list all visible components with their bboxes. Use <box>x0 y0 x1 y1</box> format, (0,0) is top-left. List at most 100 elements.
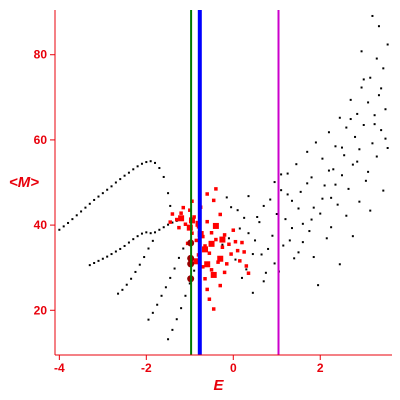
chart-axes: -4 -2 0 2 20 40 60 80 <box>34 10 392 375</box>
red-data-point <box>192 215 196 219</box>
black-data-point <box>175 318 178 321</box>
black-data-point <box>182 247 185 250</box>
black-data-point <box>345 126 348 129</box>
black-data-point <box>306 182 309 185</box>
black-data-point <box>308 230 311 233</box>
black-data-point <box>295 163 298 166</box>
black-data-point <box>375 155 378 158</box>
black-data-point <box>301 222 304 225</box>
black-data-point <box>299 190 302 193</box>
black-data-point <box>349 98 352 101</box>
large-red-data-point <box>210 271 217 278</box>
black-data-point <box>140 162 143 165</box>
red-data-point <box>244 264 249 268</box>
black-data-point <box>119 178 122 181</box>
black-data-point <box>101 192 104 195</box>
black-data-point <box>310 176 313 179</box>
black-data-point <box>149 232 152 235</box>
black-data-point <box>123 244 126 247</box>
black-data-point <box>101 257 104 260</box>
black-data-point <box>188 282 191 285</box>
black-data-point <box>364 179 367 182</box>
black-data-point <box>312 256 315 259</box>
large-red-data-point <box>219 236 226 243</box>
black-data-point <box>110 253 113 256</box>
black-data-point <box>173 267 176 270</box>
black-data-point <box>125 283 128 286</box>
black-data-point <box>114 181 117 184</box>
black-data-point <box>97 195 100 198</box>
black-data-point <box>343 154 346 157</box>
black-data-point <box>351 235 354 238</box>
black-data-point <box>386 43 389 46</box>
black-data-point <box>354 135 357 138</box>
red-data-point <box>209 268 214 272</box>
red-data-point <box>242 250 246 254</box>
black-data-point <box>225 196 228 199</box>
black-data-point <box>269 198 272 201</box>
black-data-point <box>380 87 383 90</box>
black-data-point <box>284 218 287 221</box>
black-data-point <box>360 50 363 53</box>
vertical-lines <box>190 10 280 355</box>
black-data-point <box>88 202 91 205</box>
black-data-point <box>234 258 237 261</box>
black-data-point <box>288 239 291 242</box>
black-data-point <box>382 189 385 192</box>
red-data-point <box>183 222 188 226</box>
black-data-point <box>71 218 74 221</box>
black-data-point <box>377 94 380 97</box>
black-data-point <box>127 241 130 244</box>
black-data-point <box>119 247 122 250</box>
x-tick-label: -4 <box>54 361 65 375</box>
black-data-point <box>338 116 341 119</box>
x-tick-label: 0 <box>230 361 237 375</box>
x-tick-label: -2 <box>141 361 152 375</box>
black-data-point <box>240 276 243 279</box>
black-data-point <box>273 181 276 184</box>
black-data-point <box>286 193 289 196</box>
black-data-point <box>334 183 337 186</box>
black-data-point <box>167 192 170 195</box>
black-data-point <box>164 286 167 289</box>
black-data-point <box>145 231 148 234</box>
red-data-point <box>207 251 212 255</box>
black-data-point <box>367 101 370 104</box>
black-data-point <box>297 251 300 254</box>
red-data-point <box>246 271 251 275</box>
black-data-point <box>369 209 372 212</box>
large-red-data-point <box>208 240 215 247</box>
red-data-point <box>222 233 227 237</box>
red-data-point <box>225 262 229 266</box>
black-data-point <box>367 170 370 173</box>
red-data-point <box>216 260 220 264</box>
black-data-point <box>297 207 300 210</box>
black-data-point <box>362 124 365 126</box>
black-data-point <box>184 294 187 297</box>
black-data-point <box>136 165 139 168</box>
black-data-point <box>132 168 135 171</box>
black-data-point <box>171 328 174 331</box>
black-data-point <box>375 57 378 60</box>
black-data-point <box>132 238 135 241</box>
black-data-point <box>264 271 267 274</box>
black-data-point <box>221 243 224 246</box>
red-data-point <box>188 208 192 212</box>
black-data-point <box>373 114 376 117</box>
red-data-point <box>227 242 231 247</box>
black-data-point <box>262 280 265 283</box>
black-data-point <box>149 160 152 163</box>
red-data-point <box>233 239 238 244</box>
black-data-point <box>171 221 174 224</box>
y-tick-label: 80 <box>34 48 48 62</box>
large-red-data-point <box>204 261 211 268</box>
red-data-point <box>205 219 209 224</box>
black-data-point <box>227 237 230 240</box>
black-data-point <box>347 187 350 190</box>
black-data-point <box>84 206 87 209</box>
black-data-point <box>158 228 161 231</box>
black-data-point <box>58 228 61 231</box>
black-data-point <box>371 142 374 145</box>
black-data-point <box>330 226 333 229</box>
black-data-point <box>238 227 241 230</box>
